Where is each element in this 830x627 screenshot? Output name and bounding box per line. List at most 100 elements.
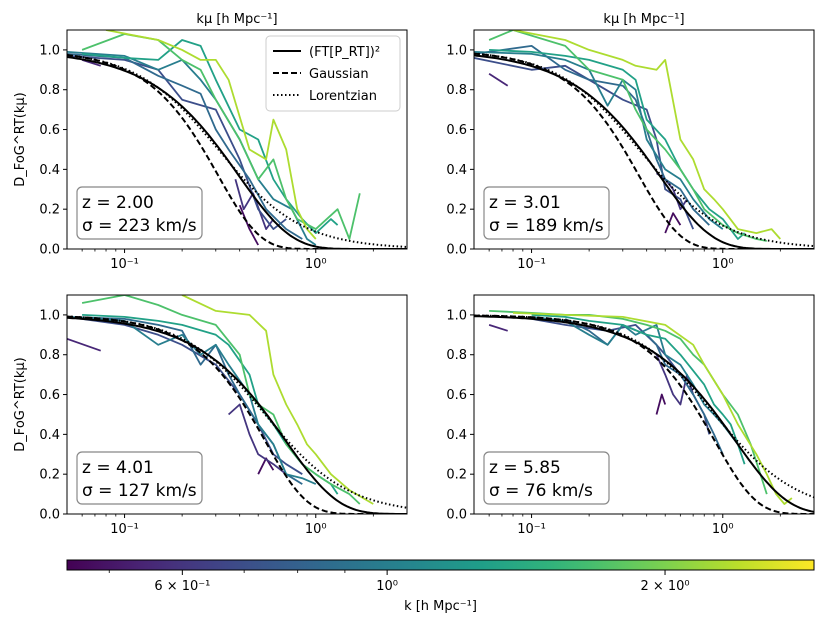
panel-1-plot-area [67,30,407,249]
sigma-label: σ = 127 km/s [82,481,197,501]
y-tick-label: 0.0 [446,508,467,523]
series-line [257,457,275,475]
panel-frame [66,29,408,250]
y-tick-label: 0.2 [39,468,60,483]
series-line [489,49,746,240]
series-line [81,33,361,240]
y-tick-label: 0.6 [446,388,467,403]
series-line [655,393,667,415]
panel-4-plot-area [474,310,814,514]
y-tick-label: 0.8 [39,348,60,363]
y-tick-label: 0.4 [446,428,467,443]
panel-4: 0.0 0.2 0.4 0.6 0.8 1.0 10⁻¹ 10⁰ z = 5.85 σ = 76 … [446,294,815,537]
x-tick-label: 10⁻¹ [110,522,139,537]
legend-label: Gaussian [309,67,369,82]
panel-frame [473,29,815,250]
x-tick-label: 10⁰ [712,257,734,272]
theory-gaussian-line [474,52,814,249]
x-tick-label: 10⁰ [305,522,327,537]
x-tick-label: 10⁻¹ [517,257,546,272]
y-tick-label: 1.0 [446,43,467,58]
series-line [512,312,793,505]
x-tick-label: 10⁻¹ [110,257,139,272]
series-line [488,73,509,87]
y-tick-label: 0.6 [39,123,60,138]
theory-lorentzian-line [67,315,407,509]
series-line [488,324,508,332]
series-line [105,30,317,240]
y-tick-label: 0.8 [39,83,60,98]
panel-frame [66,294,408,515]
colorbar-label: k [h Mpc⁻¹] [404,599,477,614]
colorbar-tick-label: 6 × 10⁻¹ [154,579,210,594]
redshift-label: z = 5.85 [489,458,561,478]
series-line [67,53,303,240]
annotation-box [76,451,203,505]
series-line [474,51,724,230]
series-line [531,314,746,465]
panel-2: 0.0 0.2 0.4 0.6 0.8 1.0 10⁻¹ 10⁰ z = 3.01 σ = 189… [446,12,815,272]
theory-lorentzian-line [474,52,814,248]
panel-2-plot-area [474,30,814,249]
y-axis-label: D_FoG^RT(kμ) [13,357,28,451]
x-tick-label: 10⁻¹ [517,522,546,537]
legend-label: (FT[P_RT])² [309,45,380,60]
series-line [531,316,739,445]
series-line [67,337,101,352]
y-tick-label: 0.8 [446,348,467,363]
y-tick-label: 0.2 [39,203,60,218]
redshift-label: z = 2.00 [82,193,154,213]
annotation-box [483,451,610,505]
top-axis-label: kμ [h Mpc⁻¹] [196,12,277,27]
legend-frame [265,35,401,112]
y-tick-label: 1.0 [39,43,60,58]
series-line [67,316,317,485]
colorbar: 6 × 10⁻¹ 10⁰ 2 × 10⁰ k [h Mpc⁻¹] [66,559,815,614]
theory-ft-line [474,315,814,513]
y-tick-label: 0.4 [39,163,60,178]
sigma-label: σ = 189 km/s [489,216,604,236]
theory-ft-line [67,316,407,514]
series-line [181,295,374,505]
top-axis-label: kμ [h Mpc⁻¹] [603,12,684,27]
y-tick-label: 0.0 [39,243,60,258]
annotation-box [76,186,203,240]
colorbar-bar [66,559,815,571]
y-tick-label: 0.6 [39,388,60,403]
panel-1: 0.0 0.2 0.4 0.6 0.8 1.0 10⁻¹ 10⁰ z = 2.00 σ = 223… [13,12,408,272]
theory-gaussian-line [67,54,407,249]
annotation-box [483,186,610,240]
series-line [227,403,287,475]
series-line [82,39,339,234]
sigma-label: σ = 223 km/s [82,216,197,236]
sigma-label: σ = 76 km/s [489,481,593,501]
panel-frame [473,294,815,515]
y-tick-label: 0.0 [39,508,60,523]
panel-3: 0.0 0.2 0.4 0.6 0.8 1.0 10⁻¹ 10⁰ z = 4.01 σ = 127… [13,294,408,537]
series-line [512,30,781,240]
legend: (FT[P_RT])² Gaussian Lorentzian [265,35,401,112]
legend-label: Lorentzian [309,89,377,104]
y-tick-label: 0.2 [446,203,467,218]
y-tick-label: 0.8 [446,83,467,98]
theory-lorentzian-line [474,314,814,499]
redshift-label: z = 4.01 [82,458,154,478]
x-tick-label: 10⁰ [305,257,327,272]
y-tick-label: 0.4 [39,428,60,443]
redshift-label: z = 3.01 [489,193,561,213]
colorbar-tick-label: 10⁰ [376,579,398,594]
y-tick-label: 0.2 [446,468,467,483]
x-tick-label: 10⁰ [712,522,734,537]
y-tick-label: 0.0 [446,243,467,258]
y-tick-label: 1.0 [446,308,467,323]
series-line [664,212,682,234]
series-line [238,204,259,246]
y-axis-label: D_FoG^RT(kμ) [13,92,28,186]
colorbar-tick-label: 2 × 10⁰ [640,579,689,594]
y-tick-label: 0.4 [446,163,467,178]
series-line [564,318,724,455]
theory-lorentzian-line [67,54,407,248]
y-tick-label: 0.6 [446,123,467,138]
y-tick-label: 1.0 [39,308,60,323]
